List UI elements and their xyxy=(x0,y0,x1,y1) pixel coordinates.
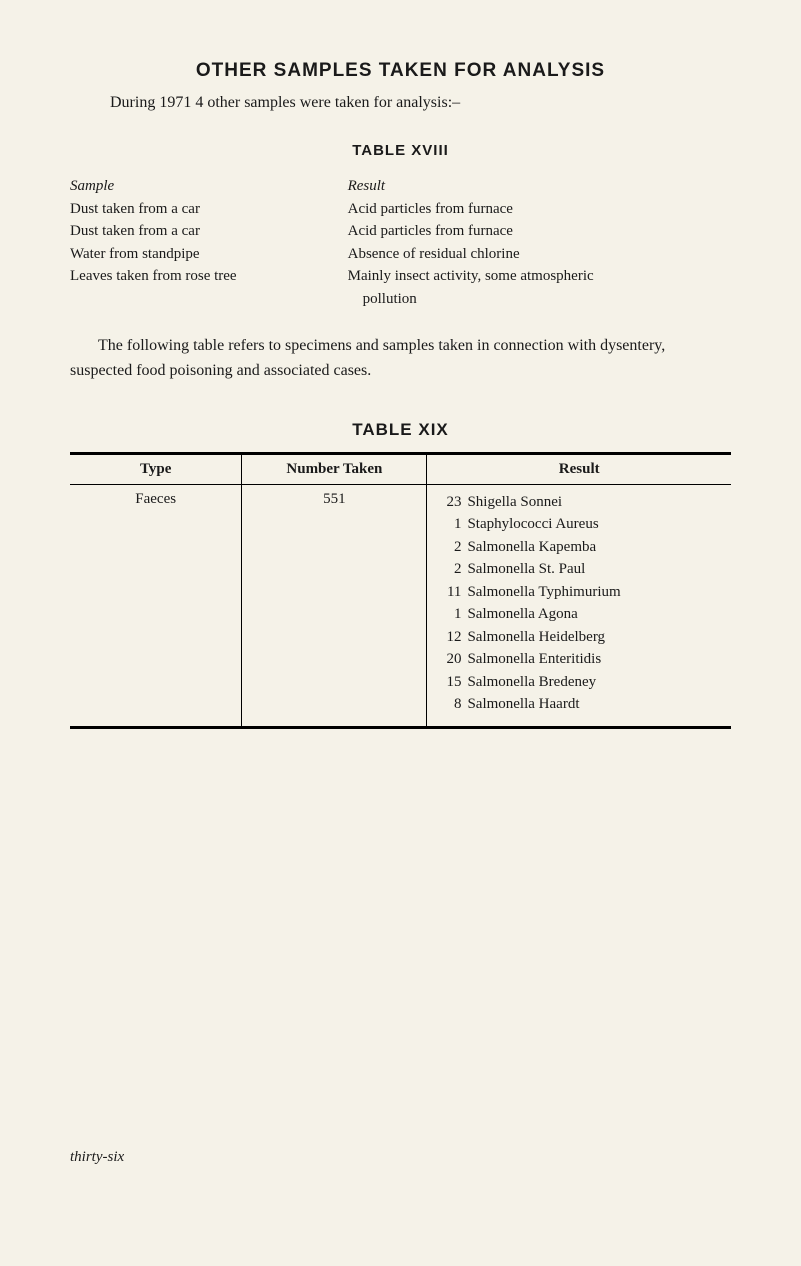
table-19: Type Number Taken Result Faeces 551 23 Sh… xyxy=(70,452,731,726)
result-name: Salmonella Kapemba xyxy=(467,536,596,559)
table-row: Faeces 551 23 Shigella Sonnei 1 Staphylococ… xyxy=(70,484,731,726)
body-paragraph: The following table refers to specimens … xyxy=(70,334,731,384)
table-18-header-sample: Sample xyxy=(70,175,348,198)
result-line: 23 Shigella Sonnei xyxy=(437,491,721,514)
result-name: Salmonella Enteritidis xyxy=(467,648,601,671)
result-name: Staphylococci Aureus xyxy=(467,513,598,536)
result-name: Salmonella Haardt xyxy=(467,693,579,716)
result-count: 1 xyxy=(437,513,461,536)
result-count: 20 xyxy=(437,648,461,671)
table-19-result-cell: 23Shigella Sonnei1Staphylococci Aureus2S… xyxy=(427,484,731,726)
table-19-col-type: Type xyxy=(70,453,242,484)
intro-text: During 1971 4 other samples were taken f… xyxy=(110,94,731,112)
result-line: 1 Staphylococci Aureus xyxy=(437,513,721,536)
result-count: 2 xyxy=(437,558,461,581)
table-18-sample: Dust taken from a car xyxy=(70,198,348,221)
result-name: Salmonella St. Paul xyxy=(467,558,585,581)
table-19-type-cell: Faeces xyxy=(70,484,242,726)
result-line: 1 Salmonella Agona xyxy=(437,603,721,626)
table-18: Sample Result Dust taken from a car Acid… xyxy=(70,175,731,310)
table-19-col-result: Result xyxy=(427,453,731,484)
result-count: 11 xyxy=(437,581,461,604)
table-18-result: Acid particles from furnace xyxy=(348,198,731,221)
table-row: Water from standpipe Absence of residual… xyxy=(70,243,731,266)
table-18-header-result: Result xyxy=(348,175,731,198)
table-18-result: Acid particles from furnace xyxy=(348,220,731,243)
page-heading: OTHER SAMPLES TAKEN FOR ANALYSIS xyxy=(70,60,731,82)
result-line: 20 Salmonella Enteritidis xyxy=(437,648,721,671)
result-count: 2 xyxy=(437,536,461,559)
result-line: 11 Salmonella Typhimurium xyxy=(437,581,721,604)
table-18-sample: Dust taken from a car xyxy=(70,220,348,243)
result-name: Salmonella Heidelberg xyxy=(467,626,605,649)
result-name: Shigella Sonnei xyxy=(467,491,562,514)
result-name: Salmonella Agona xyxy=(467,603,577,626)
result-line: 15 Salmonella Bredeney xyxy=(437,671,721,694)
table-19-number-cell: 551 xyxy=(242,484,427,726)
table-18-title: TABLE XVIII xyxy=(70,142,731,159)
table-19-bottom-rule xyxy=(70,726,731,729)
page-footer: thirty-six xyxy=(70,1149,731,1166)
result-count: 15 xyxy=(437,671,461,694)
table-18-sample: Water from standpipe xyxy=(70,243,348,266)
table-row: Dust taken from a car Acid particles fro… xyxy=(70,198,731,221)
table-row: Leaves taken from rose tree Mainly insec… xyxy=(70,265,731,310)
table-18-sample: Leaves taken from rose tree xyxy=(70,265,348,310)
table-18-result: Mainly insect activity, some atmospheric… xyxy=(348,265,731,310)
table-row: Dust taken from a car Acid particles fro… xyxy=(70,220,731,243)
result-count: 23 xyxy=(437,491,461,514)
table-19-title: TABLE XIX xyxy=(70,420,731,440)
result-line: 12 Salmonella Heidelberg xyxy=(437,626,721,649)
table-19-col-number: Number Taken xyxy=(242,453,427,484)
result-line: 2 Salmonella Kapemba xyxy=(437,536,721,559)
result-line: 2 Salmonella St. Paul xyxy=(437,558,721,581)
result-name: Salmonella Typhimurium xyxy=(467,581,620,604)
result-count: 12 xyxy=(437,626,461,649)
result-count: 8 xyxy=(437,693,461,716)
result-name: Salmonella Bredeney xyxy=(467,671,596,694)
result-line: 8 Salmonella Haardt xyxy=(437,693,721,716)
table-18-result: Absence of residual chlorine xyxy=(348,243,731,266)
result-count: 1 xyxy=(437,603,461,626)
